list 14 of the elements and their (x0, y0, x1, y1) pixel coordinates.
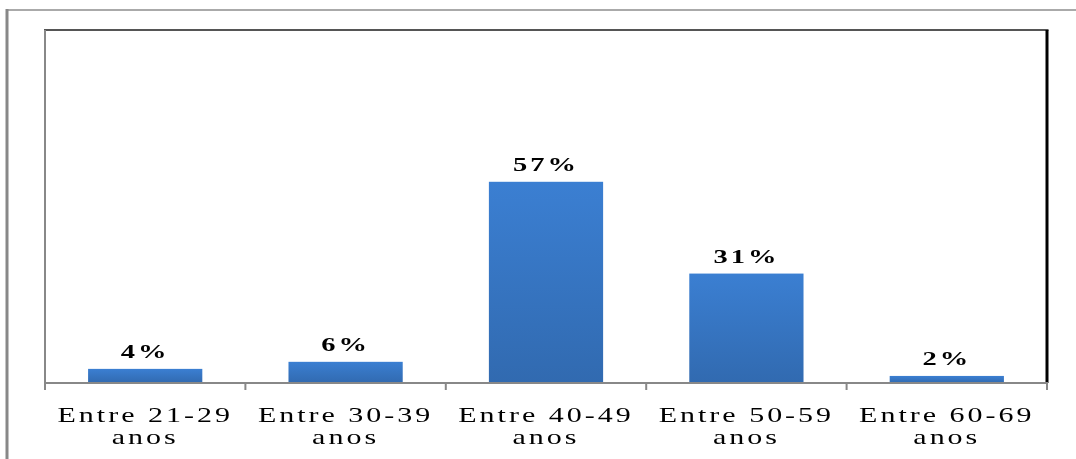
data-label: 2% (922, 347, 972, 369)
data-label: 4% (120, 340, 170, 362)
bar (488, 181, 604, 383)
bar (88, 368, 203, 383)
x-tick-label: Entre 21-29 anos (57, 403, 233, 449)
x-tick-label: Entre 40-49 anos (458, 403, 634, 449)
bar (689, 273, 804, 383)
x-tick-label: Entre 60-69 anos (859, 403, 1035, 449)
data-label: 31% (713, 245, 780, 267)
x-tick-label: Entre 30-39 anos (257, 403, 434, 449)
bar (288, 361, 403, 383)
data-label: 57% (513, 153, 579, 175)
x-tick-label: Entre 50-59 anos (658, 403, 835, 449)
data-label: 6% (321, 333, 370, 355)
